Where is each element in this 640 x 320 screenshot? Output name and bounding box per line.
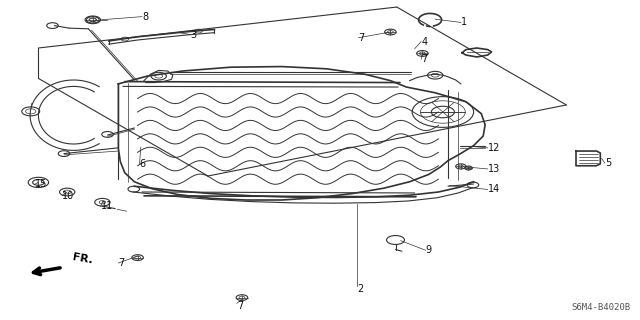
Text: 15: 15 <box>35 179 47 189</box>
Text: 13: 13 <box>488 164 500 174</box>
Text: 7: 7 <box>421 54 428 64</box>
Text: 6: 6 <box>140 159 146 169</box>
Text: 1: 1 <box>461 17 467 28</box>
Text: 10: 10 <box>62 191 74 201</box>
Text: 14: 14 <box>488 184 500 195</box>
Text: 8: 8 <box>142 12 148 22</box>
Text: 9: 9 <box>426 245 432 255</box>
Text: 5: 5 <box>605 158 611 168</box>
Text: 7: 7 <box>118 258 125 268</box>
Text: 11: 11 <box>100 201 113 212</box>
Text: 4: 4 <box>421 36 428 47</box>
Text: 2: 2 <box>357 284 364 294</box>
Text: 12: 12 <box>488 143 500 153</box>
Text: FR.: FR. <box>72 252 93 266</box>
Text: 3: 3 <box>191 29 197 40</box>
Text: 7: 7 <box>358 33 365 43</box>
Text: 7: 7 <box>237 300 243 311</box>
Text: S6M4-B4020B: S6M4-B4020B <box>572 303 630 312</box>
